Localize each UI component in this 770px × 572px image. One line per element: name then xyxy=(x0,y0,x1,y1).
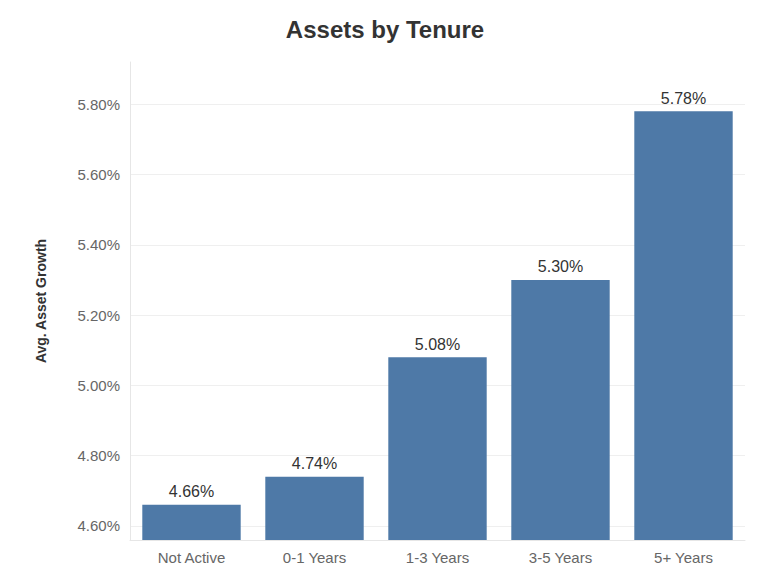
svg-text:5.60%: 5.60% xyxy=(77,166,120,183)
svg-text:1-3 Years: 1-3 Years xyxy=(406,549,469,566)
svg-text:Not Active: Not Active xyxy=(158,549,226,566)
svg-text:3-5 Years: 3-5 Years xyxy=(529,549,592,566)
svg-text:5.00%: 5.00% xyxy=(77,377,120,394)
svg-text:0-1 Years: 0-1 Years xyxy=(283,549,346,566)
svg-text:Avg. Asset Growth: Avg. Asset Growth xyxy=(33,239,49,363)
svg-text:5.30%: 5.30% xyxy=(538,258,583,275)
svg-text:5.08%: 5.08% xyxy=(415,336,460,353)
svg-text:4.66%: 4.66% xyxy=(169,483,214,500)
svg-text:5+ Years: 5+ Years xyxy=(654,549,713,566)
svg-text:4.80%: 4.80% xyxy=(77,447,120,464)
svg-text:Assets by Tenure: Assets by Tenure xyxy=(286,16,484,43)
svg-text:5.40%: 5.40% xyxy=(77,236,120,253)
svg-text:5.80%: 5.80% xyxy=(77,96,120,113)
svg-text:5.20%: 5.20% xyxy=(77,307,120,324)
svg-text:4.74%: 4.74% xyxy=(292,455,337,472)
svg-text:5.78%: 5.78% xyxy=(661,90,706,107)
svg-text:4.60%: 4.60% xyxy=(77,517,120,534)
